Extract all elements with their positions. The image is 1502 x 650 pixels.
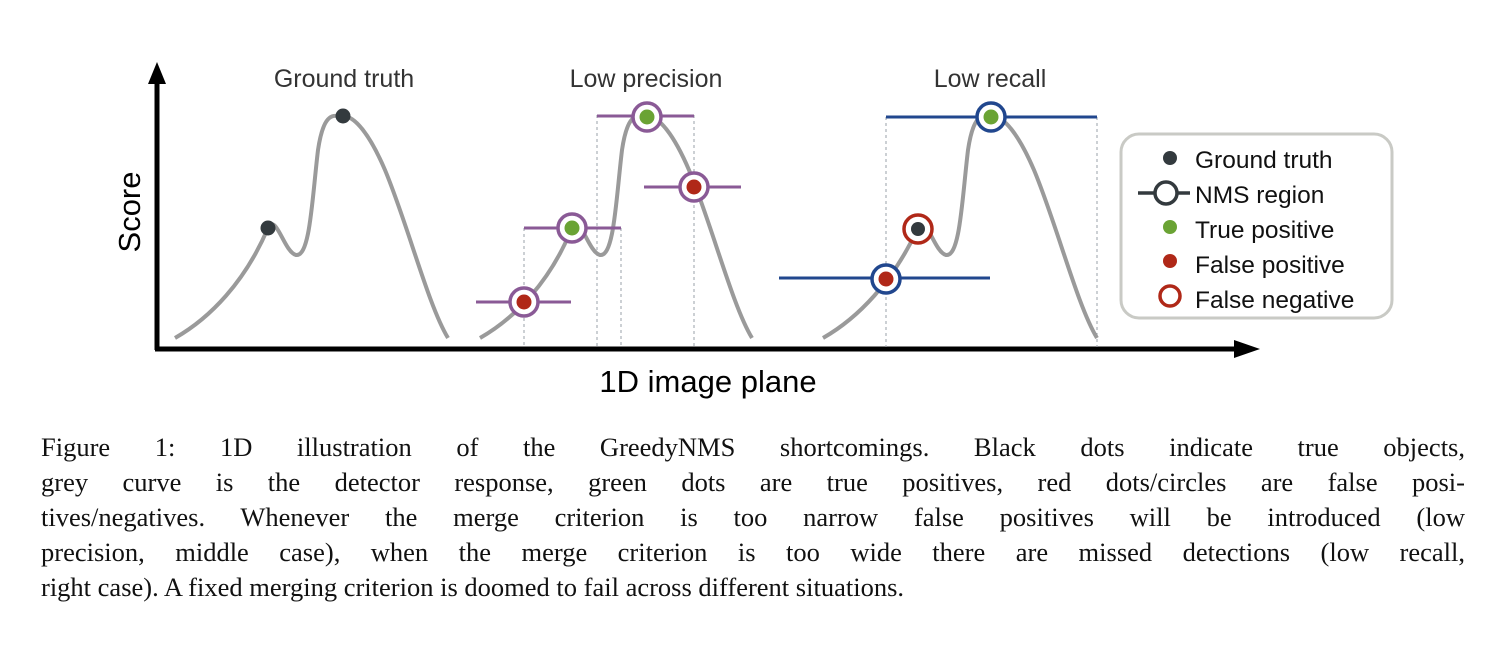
detector-response-curve: [174, 113, 450, 340]
true-positive-dot: [564, 220, 580, 236]
nms-region-rings: [870, 101, 1007, 295]
nms-region-bars: [476, 114, 741, 304]
axes: [148, 62, 1260, 358]
nms-region-guides: [885, 117, 1098, 347]
caption-line: precision, middle case), when the merge …: [41, 537, 1465, 567]
legend-true-positive-marker: [1163, 220, 1177, 234]
true-positive-dot: [639, 109, 655, 125]
panel-low-precision: [476, 101, 754, 347]
legend: Ground truth NMS region True positive Fa…: [1119, 132, 1394, 320]
x-axis-arrowhead: [1234, 340, 1260, 358]
false-positive-dot: [686, 179, 702, 195]
caption-line: right case). A fixed merging criterion i…: [41, 572, 905, 602]
nms-region-guides: [523, 115, 695, 347]
panel-title-low-recall: Low recall: [934, 65, 1047, 93]
false-positive-dot: [878, 271, 894, 287]
caption-line: tives/negatives. Whenever the merge crit…: [41, 502, 1465, 532]
panel-title-low-precision: Low precision: [570, 65, 723, 93]
legend-box: [1119, 132, 1394, 320]
figure-caption: Figure 1: 1D illustration of the GreedyN…: [41, 430, 1465, 605]
nms-region-bars: [779, 115, 1097, 280]
legend-nms-region-label: NMS region: [1195, 182, 1324, 209]
panel-low-recall: [779, 101, 1099, 347]
nms-region-rings: [508, 101, 710, 318]
legend-true-positive-label: True positive: [1195, 217, 1334, 244]
panel-ground-truth: [174, 108, 450, 340]
caption-line: Figure 1: 1D illustration of the GreedyN…: [41, 432, 1465, 462]
panel-title-ground-truth: Ground truth: [274, 65, 414, 93]
legend-false-negative-marker: [1158, 284, 1182, 308]
x-axis-label: 1D image plane: [599, 364, 816, 399]
y-axis-arrowhead: [148, 62, 166, 84]
false-positive-dot: [516, 294, 532, 310]
detector-response-curve: [822, 113, 1099, 340]
ground-truth-dot: [335, 108, 351, 124]
ground-truth-dot: [911, 222, 925, 236]
legend-false-positive-marker: [1163, 254, 1177, 268]
y-axis-label: Score: [112, 172, 147, 253]
caption-line: grey curve is the detector response, gre…: [41, 467, 1465, 497]
true-positive-dot: [983, 109, 999, 125]
legend-false-positive-label: False positive: [1195, 252, 1345, 279]
legend-nms-region-ring: [1153, 180, 1179, 206]
legend-false-negative-label: False negative: [1195, 287, 1354, 314]
figure-illustration: Score 1D image plane Ground truth Low pr…: [112, 62, 1394, 399]
legend-ground-truth-label: Ground truth: [1195, 147, 1333, 174]
legend-ground-truth-marker: [1163, 151, 1177, 165]
ground-truth-dot: [260, 220, 276, 236]
